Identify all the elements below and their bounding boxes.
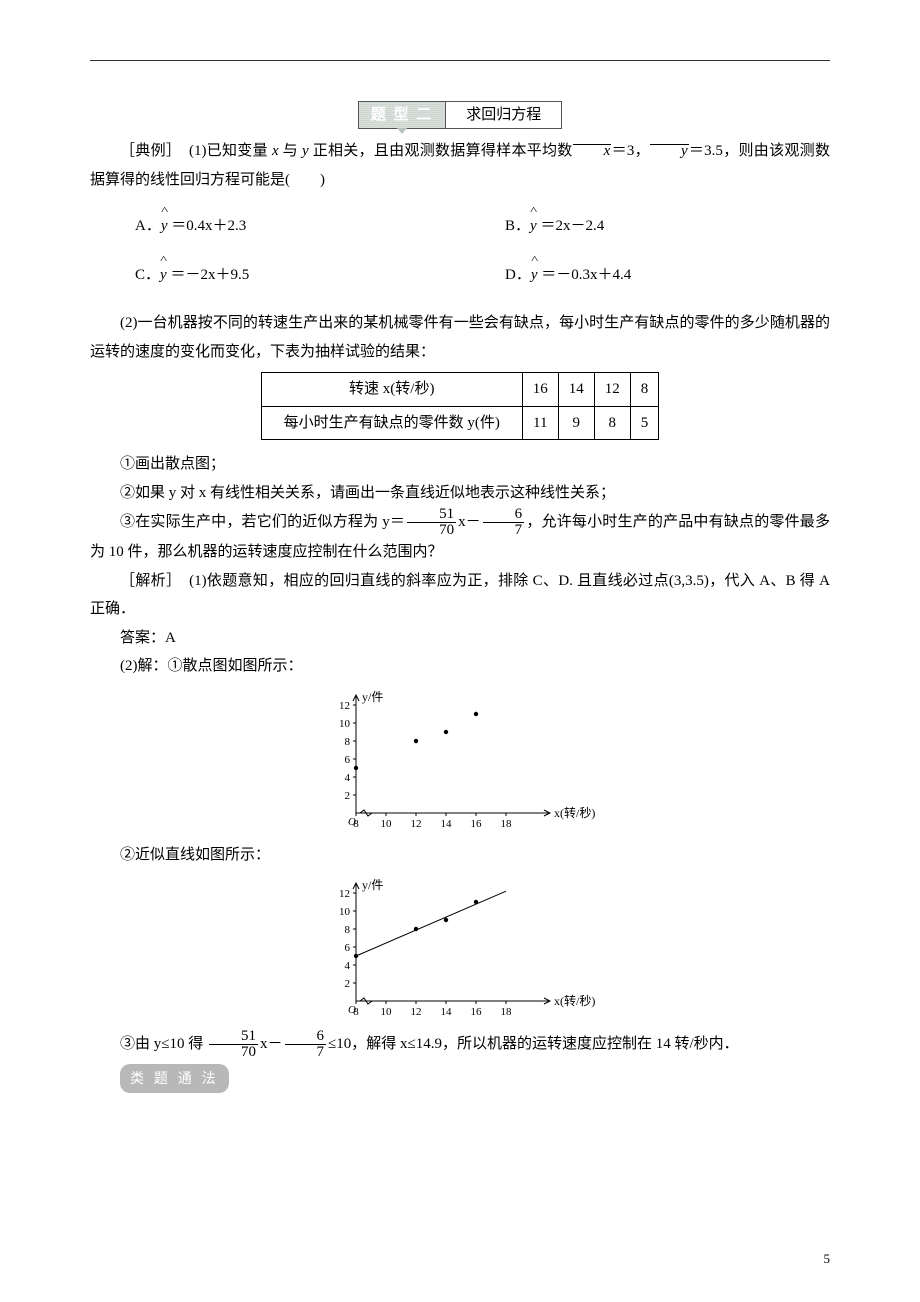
- svg-text:4: 4: [345, 772, 351, 784]
- svg-text:2: 2: [345, 978, 351, 990]
- sol-p4: ③由 y≤10 得 5170x－67≤10，解得 x≤14.9，所以机器的运转速…: [90, 1029, 830, 1060]
- svg-text:10: 10: [339, 906, 351, 918]
- top-rule: [90, 60, 830, 61]
- opt-c: C．y ＝－2x＋9.5: [90, 261, 460, 290]
- svg-text:8: 8: [345, 924, 351, 936]
- svg-text:18: 18: [501, 1006, 513, 1018]
- row2-label: 每小时生产有缺点的零件数 y(件): [261, 406, 522, 440]
- svg-text:12: 12: [411, 1006, 422, 1018]
- table-row: 转速 x(转/秒) 16 14 12 8: [261, 373, 659, 407]
- svg-text:O: O: [348, 1004, 356, 1016]
- svg-text:12: 12: [339, 888, 350, 900]
- line-chart: 8101214161824681012Oy/件x(转/秒): [90, 873, 830, 1023]
- data-table: 转速 x(转/秒) 16 14 12 8 每小时生产有缺点的零件数 y(件) 1…: [261, 372, 660, 440]
- q2-i2: ②如果 y 对 x 有线性相关关系，请画出一条直线近似地表示这种线性关系；: [90, 479, 830, 508]
- q1-stem: ［典例］ (1)已知变量 x 与 y 正相关，且由观测数据算得样本平均数x＝3，…: [90, 137, 830, 194]
- svg-text:x(转/秒): x(转/秒): [554, 993, 595, 1008]
- example-label: ［典例］: [120, 143, 174, 159]
- type-left: 题 型 二: [359, 102, 446, 128]
- q2-i1: ①画出散点图；: [90, 450, 830, 479]
- svg-text:10: 10: [381, 1006, 393, 1018]
- svg-text:6: 6: [345, 754, 351, 766]
- q2-stem: (2)一台机器按不同的转速生产出来的某机械零件有一些会有缺点，每小时生产有缺点的…: [90, 309, 830, 366]
- opt-d: D．y ＝－0.3x＋4.4: [460, 261, 830, 290]
- row1-label: 转速 x(转/秒): [261, 373, 522, 407]
- svg-text:y/件: y/件: [362, 878, 383, 892]
- type-box: 题 型 二 求回归方程: [358, 101, 563, 129]
- svg-text:10: 10: [381, 818, 393, 830]
- opt-a: A．y ＝0.4x＋2.3: [90, 212, 460, 241]
- xbar: x: [573, 144, 612, 159]
- opt-b: B．y ＝2x－2.4: [460, 212, 830, 241]
- table-row: 每小时生产有缺点的零件数 y(件) 11 9 8 5: [261, 406, 659, 440]
- frac-6-7-b: 67: [285, 1029, 327, 1060]
- scatter-chart: 8101214161824681012Oy/件x(转/秒): [90, 685, 830, 835]
- line-svg: 8101214161824681012Oy/件x(转/秒): [320, 873, 600, 1023]
- svg-text:16: 16: [471, 818, 483, 830]
- svg-text:14: 14: [441, 818, 453, 830]
- sol-p1: ［解析］ (1)依题意知，相应的回归直线的斜率应为正，排除 C、D. 且直线必过…: [90, 567, 830, 624]
- svg-text:x(转/秒): x(转/秒): [554, 805, 595, 820]
- svg-text:10: 10: [339, 718, 351, 730]
- svg-text:16: 16: [471, 1006, 483, 1018]
- method-pill: 类 题 通 法: [120, 1064, 229, 1093]
- q1-options: A．y ＝0.4x＋2.3 B．y ＝2x－2.4 C．y ＝－2x＋9.5 D…: [90, 202, 830, 299]
- q2-i3: ③在实际生产中，若它们的近似方程为 y＝5170x－67，允许每小时生产的产品中…: [90, 507, 830, 567]
- svg-text:14: 14: [441, 1006, 453, 1018]
- sol-p3: ②近似直线如图所示：: [90, 841, 830, 870]
- svg-text:4: 4: [345, 960, 351, 972]
- page-number: 5: [824, 1247, 831, 1272]
- ybar: y: [650, 144, 689, 159]
- frac-51-70-b: 5170: [209, 1029, 258, 1060]
- svg-text:18: 18: [501, 818, 513, 830]
- svg-text:12: 12: [339, 700, 350, 712]
- svg-text:8: 8: [345, 736, 351, 748]
- svg-text:2: 2: [345, 790, 351, 802]
- type-right: 求回归方程: [445, 102, 561, 128]
- svg-text:y/件: y/件: [362, 690, 383, 704]
- svg-text:6: 6: [345, 942, 351, 954]
- sol-p2: (2)解：①散点图如图所示：: [90, 652, 830, 681]
- method-pill-row: 类 题 通 法: [90, 1064, 830, 1094]
- sol-ans: 答案：A: [90, 624, 830, 653]
- scatter-svg: 8101214161824681012Oy/件x(转/秒): [320, 685, 600, 835]
- frac-6-7: 67: [483, 507, 525, 538]
- frac-51-70: 5170: [407, 507, 456, 538]
- svg-text:O: O: [348, 816, 356, 828]
- svg-text:12: 12: [411, 818, 422, 830]
- type-banner: 题 型 二 求回归方程: [90, 101, 830, 129]
- sol-label: ［解析］: [120, 573, 174, 589]
